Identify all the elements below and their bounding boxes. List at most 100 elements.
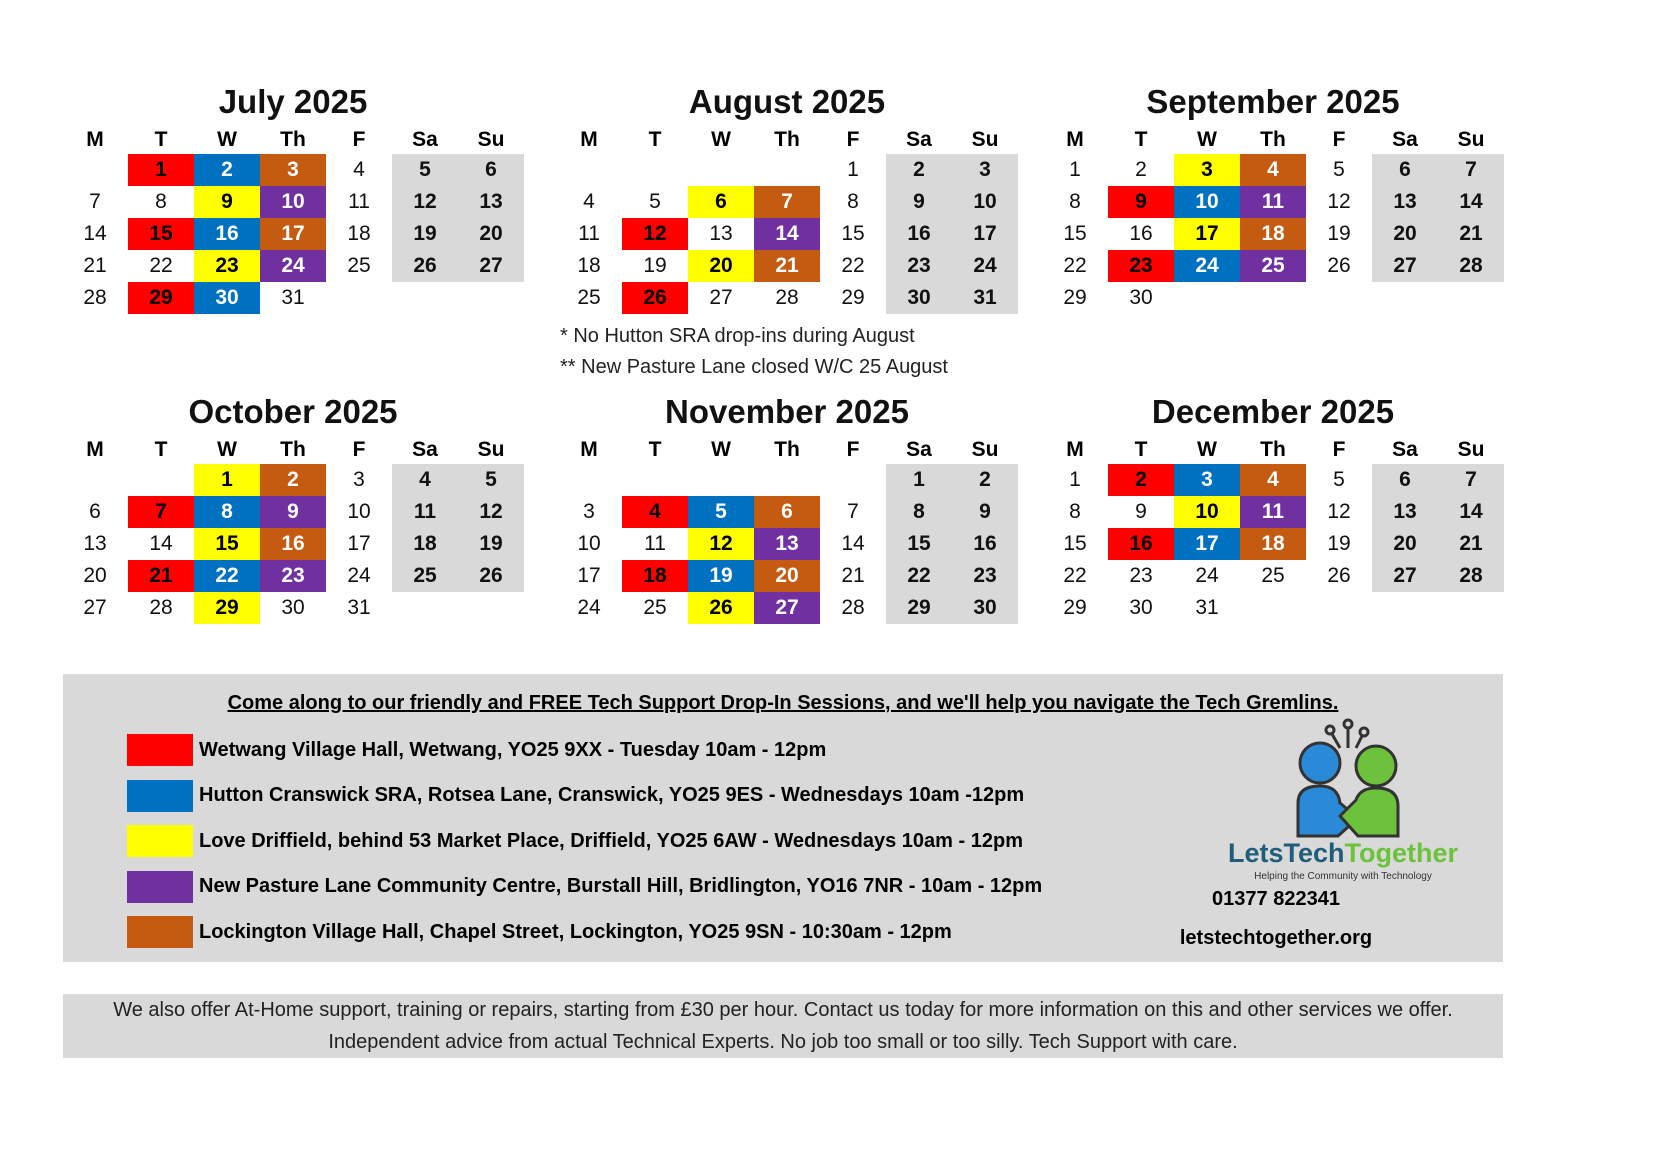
weekday-header: T	[154, 438, 168, 461]
day-cell: 12	[1327, 500, 1351, 523]
day-cell: 17	[952, 218, 1018, 250]
day-cell: 9	[886, 186, 952, 218]
legend-text: Hutton Cranswick SRA, Rotsea Lane, Crans…	[199, 784, 1025, 806]
day-cell: 29	[841, 286, 865, 309]
day-cell: 13	[1372, 186, 1438, 218]
day-cell: 1	[886, 464, 952, 496]
legend-item: Hutton Cranswick SRA, Rotsea Lane, Crans…	[127, 779, 1025, 812]
legend-text: Wetwang Village Hall, Wetwang, YO25 9XX …	[199, 738, 827, 761]
empty-cell	[688, 464, 754, 496]
month-december: December 2025 M T W Th F Sa Su 1 2 3 4 5 6 7 8 9 10 11 12 13…	[1042, 392, 1504, 624]
weekday-header: Su	[971, 438, 999, 461]
day-cell: 14	[841, 532, 865, 555]
day-cell: 30	[1129, 286, 1153, 309]
weekday-header: Th	[774, 128, 800, 151]
weekday-header: T	[648, 438, 662, 461]
day-cell: 23	[886, 250, 952, 282]
day-cell: 26	[622, 282, 688, 314]
day-cell: 25	[577, 286, 601, 309]
day-cell: 20	[1372, 218, 1438, 250]
day-cell: 10	[260, 186, 326, 218]
day-cell: 27	[709, 286, 733, 309]
day-cell: 23	[194, 250, 260, 282]
day-cell: 22	[194, 560, 260, 592]
day-cell: 15	[194, 528, 260, 560]
weekday-header: Su	[477, 128, 505, 151]
empty-cell	[622, 464, 688, 496]
day-cell: 18	[392, 528, 458, 560]
month-november: November 2025 M T W Th F Sa Su 1 2 3 4 5 6 7 8 9 10 11 12 13…	[556, 392, 1018, 624]
weekday-header: Th	[280, 438, 306, 461]
logo-tagline: Helping the Community with Technology	[1254, 871, 1432, 882]
day-cell: 15	[1063, 222, 1087, 245]
day-cell: 12	[622, 218, 688, 250]
day-cell: 30	[886, 282, 952, 314]
day-cell: 8	[1069, 500, 1081, 523]
day-cell: 25	[1240, 250, 1306, 282]
day-cell: 29	[194, 592, 260, 624]
day-cell: 1	[1069, 468, 1081, 491]
day-cell: 26	[1327, 564, 1351, 587]
day-cell: 8	[886, 496, 952, 528]
day-cell: 20	[688, 250, 754, 282]
day-cell: 7	[89, 190, 101, 213]
weekday-header: T	[648, 128, 662, 151]
day-cell: 11	[392, 496, 458, 528]
day-cell: 12	[688, 528, 754, 560]
day-cell: 22	[841, 254, 865, 277]
day-cell: 5	[1333, 158, 1345, 181]
legend-item: Love Driffield, behind 53 Market Place, …	[127, 825, 1023, 857]
day-cell: 28	[83, 286, 107, 309]
legend-text: Lockington Village Hall, Chapel Street, …	[199, 920, 952, 943]
contact-website[interactable]: letstechtogether.org	[1179, 927, 1373, 949]
day-cell: 7	[847, 500, 859, 523]
day-cell: 16	[1129, 222, 1153, 245]
day-cell: 14	[149, 532, 173, 555]
weekday-header: F	[846, 438, 860, 461]
month-title: October 2025	[188, 393, 398, 430]
day-cell: 3	[353, 468, 365, 491]
day-cell: 9	[1135, 500, 1147, 523]
month-october: October 2025 M T W Th F Sa Su 1 2 3 4 5 6 7 8 9 10 11 12 13 1…	[62, 392, 524, 624]
day-cell: 11	[1240, 186, 1306, 218]
weekday-header: Th	[280, 128, 306, 151]
day-cell: 2	[260, 464, 326, 496]
empty-cell	[754, 464, 820, 496]
day-cell: 6	[458, 154, 524, 186]
legend-text: New Pasture Lane Community Centre, Burst…	[199, 875, 1043, 897]
day-cell: 29	[128, 282, 194, 314]
day-cell: 31	[281, 286, 305, 309]
day-cell: 14	[83, 222, 107, 245]
weekday-header: Su	[1457, 128, 1485, 151]
day-cell: 2	[194, 154, 260, 186]
day-cell: 17	[347, 532, 371, 555]
day-cell: 6	[688, 186, 754, 218]
month-title: December 2025	[1151, 393, 1395, 430]
day-cell: 25	[643, 596, 667, 619]
weekday-header: Sa	[1392, 438, 1418, 461]
weekday-header: F	[1332, 438, 1346, 461]
day-cell: 19	[688, 560, 754, 592]
weekday-header: M	[580, 128, 598, 151]
day-cell: 14	[1438, 496, 1504, 528]
day-cell: 23	[1108, 250, 1174, 282]
legend-item: Wetwang Village Hall, Wetwang, YO25 9XX …	[127, 734, 826, 766]
weekday-header: T	[1134, 128, 1148, 151]
day-cell: 29	[886, 592, 952, 624]
day-cell: 18	[1240, 528, 1306, 560]
weekday-header: F	[352, 438, 366, 461]
day-cell: 2	[952, 464, 1018, 496]
legend-text: Love Driffield, behind 53 Market Place, …	[199, 829, 1023, 852]
legend-item: Lockington Village Hall, Chapel Street, …	[127, 916, 952, 948]
month-grid: M T W Th F Sa Su 1 2 3 4 5 6 7 8 9 10 11 12 13 14 15 16 17 18 19 2…	[556, 432, 1018, 624]
contact-phone: 01377 822341	[1212, 888, 1340, 910]
empty-cell	[62, 154, 128, 186]
day-cell: 6	[89, 500, 101, 523]
day-cell: 25	[1261, 564, 1285, 587]
day-cell: 21	[128, 560, 194, 592]
day-cell: 27	[754, 592, 820, 624]
day-cell: 2	[1108, 464, 1174, 496]
month-grid: M T W Th F Sa Su 1 2 3 4 5 6 7 8 9 10 11 12 13 14 15 16 17 18 19 2…	[556, 122, 1018, 314]
day-cell: 1	[128, 154, 194, 186]
day-cell: 5	[392, 154, 458, 186]
